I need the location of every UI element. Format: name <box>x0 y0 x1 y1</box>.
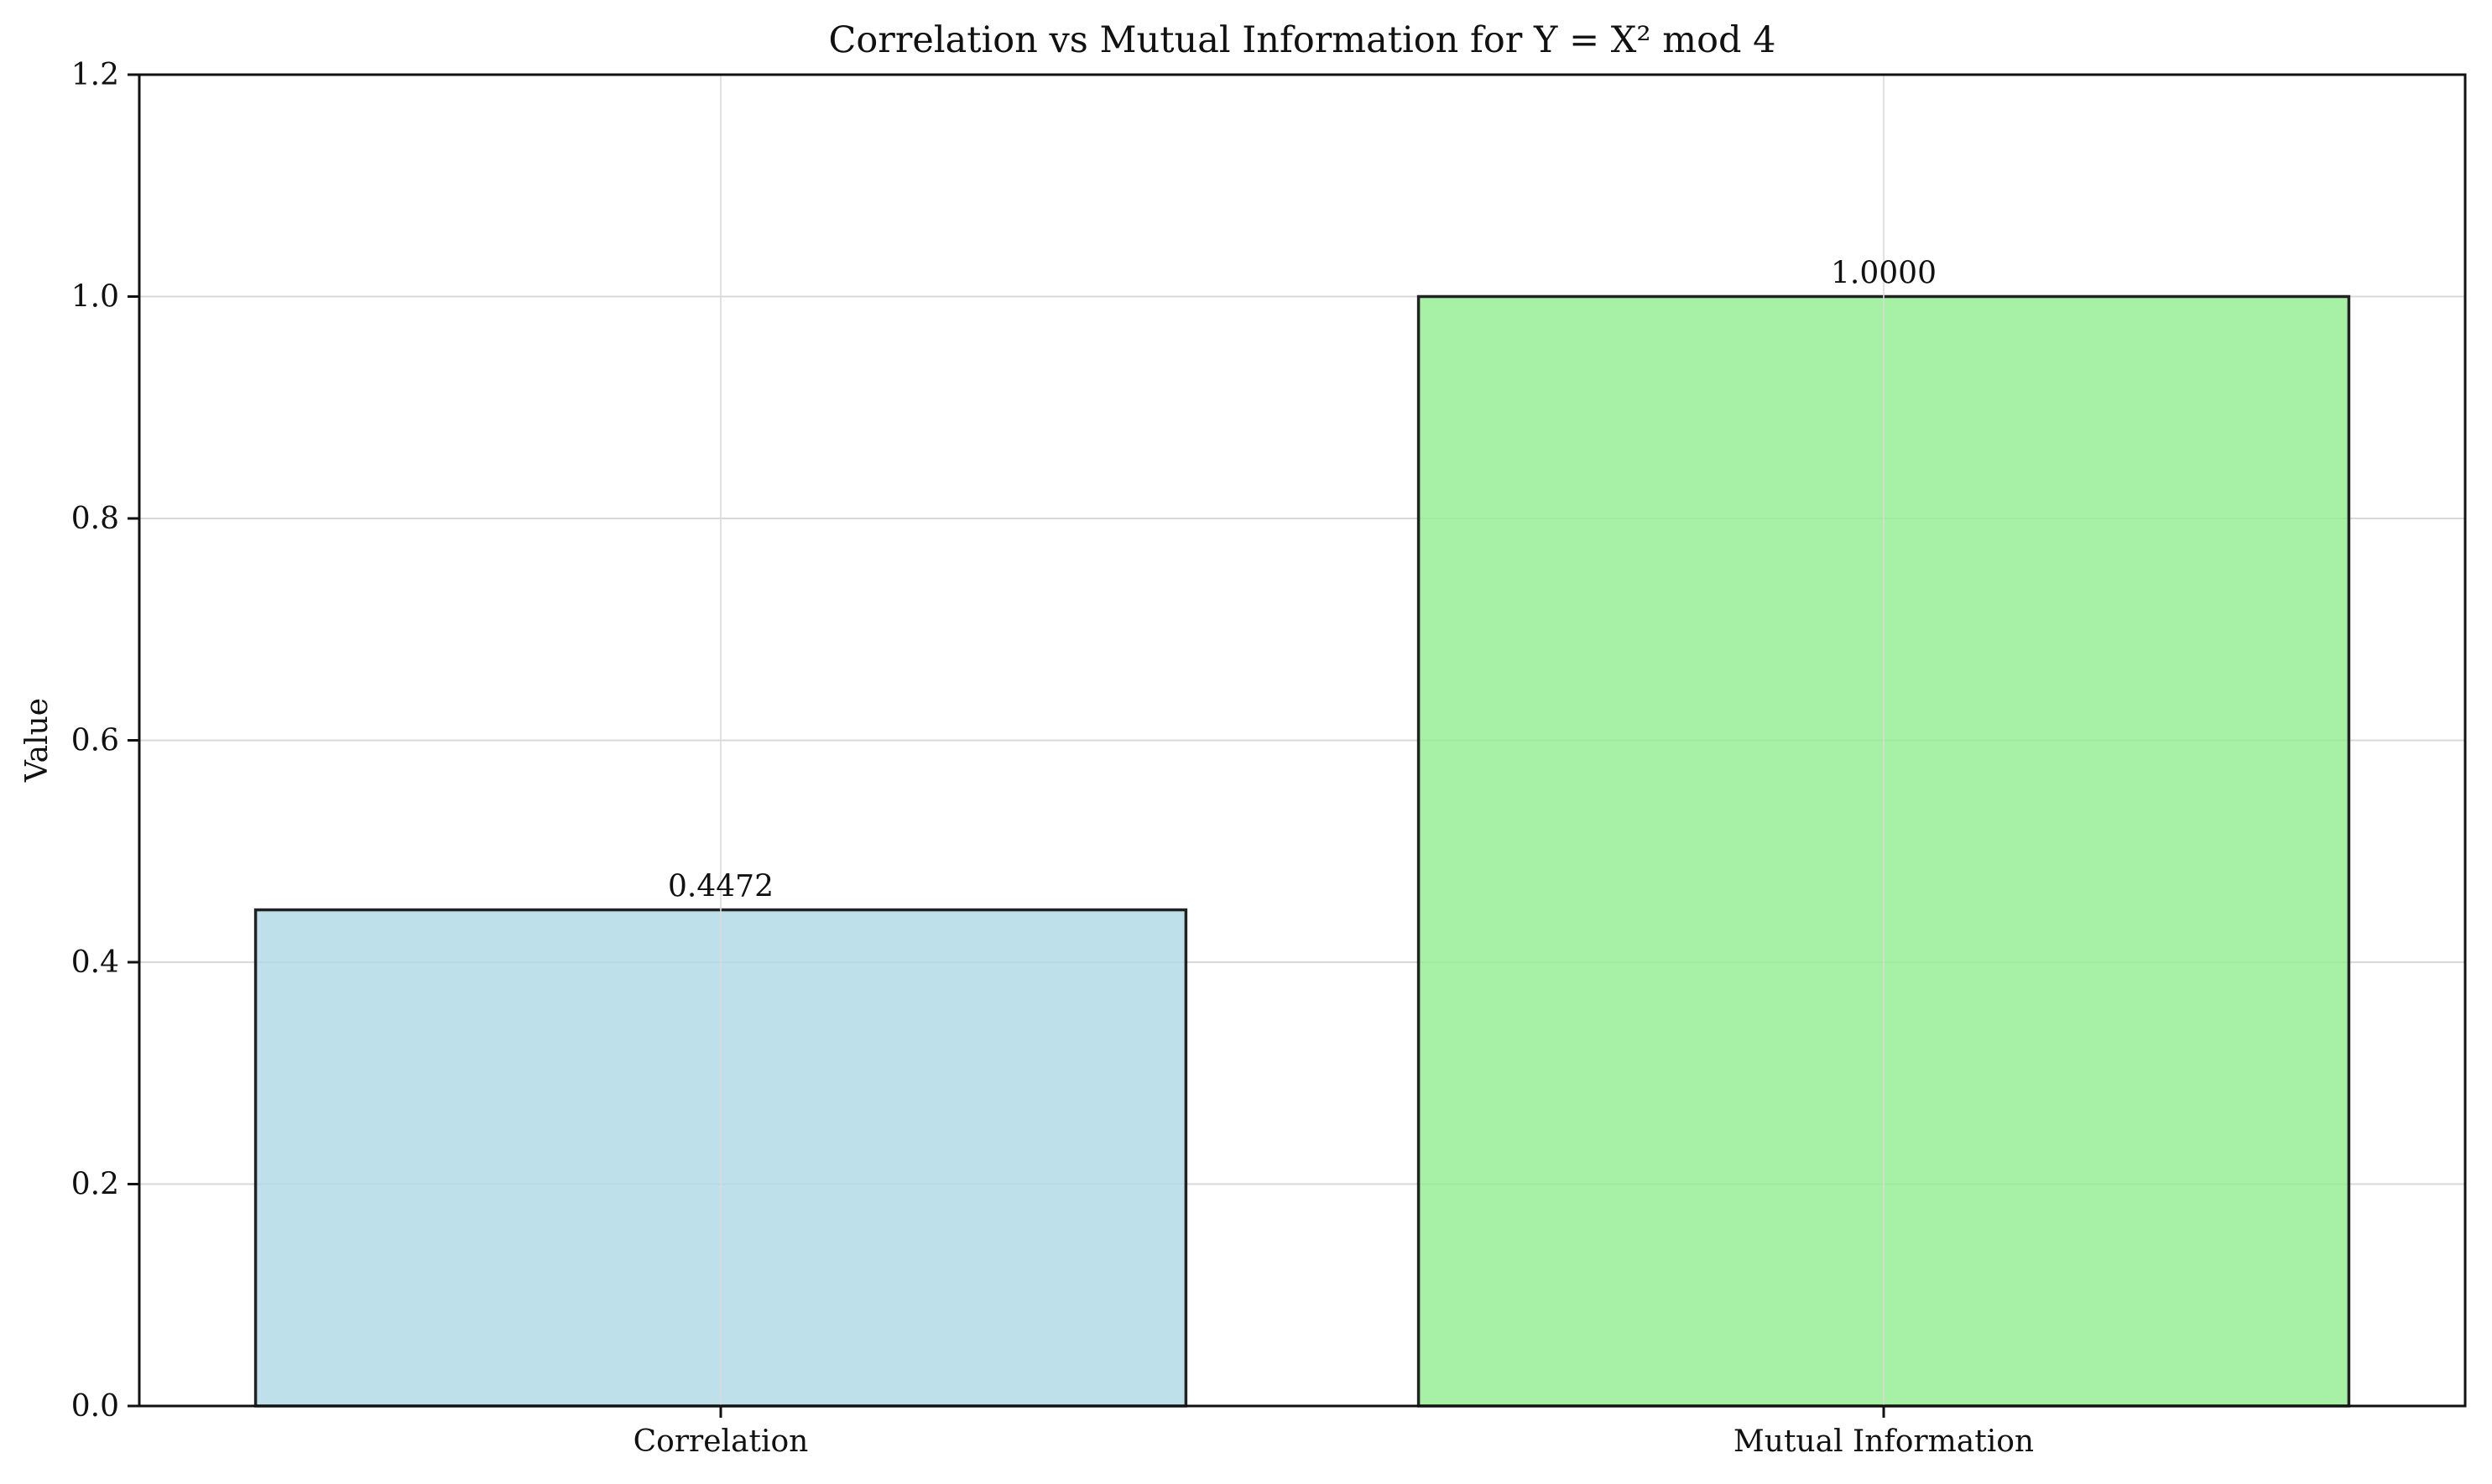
x-axis-ticks: Correlation Mutual Information <box>633 1406 2034 1459</box>
bar-value-label: 0.4472 <box>668 870 774 904</box>
y-tick-label: 1.0 <box>71 280 119 315</box>
x-tick-label: Correlation <box>633 1424 809 1459</box>
data-labels: 0.4472 1.0000 <box>668 257 1937 904</box>
x-tick-label: Mutual Information <box>1733 1424 2034 1459</box>
bar-layer <box>253 294 2351 1408</box>
y-tick-label: 0.6 <box>71 724 119 758</box>
bar-value-label: 1.0000 <box>1831 257 1937 291</box>
y-tick-label: 0.2 <box>71 1168 119 1202</box>
y-axis-ticks: 0.0 0.2 0.4 0.6 0.8 1.0 1.2 <box>71 58 139 1424</box>
y-tick-label: 0.8 <box>71 502 119 536</box>
y-tick-label: 1.2 <box>71 58 119 92</box>
chart-title: Correlation vs Mutual Information for Y … <box>828 19 1775 61</box>
y-tick-label: 0.0 <box>71 1389 119 1424</box>
y-axis-label: Value <box>20 698 55 783</box>
x-grid-layer <box>720 75 1885 1406</box>
y-tick-label: 0.4 <box>71 945 119 980</box>
